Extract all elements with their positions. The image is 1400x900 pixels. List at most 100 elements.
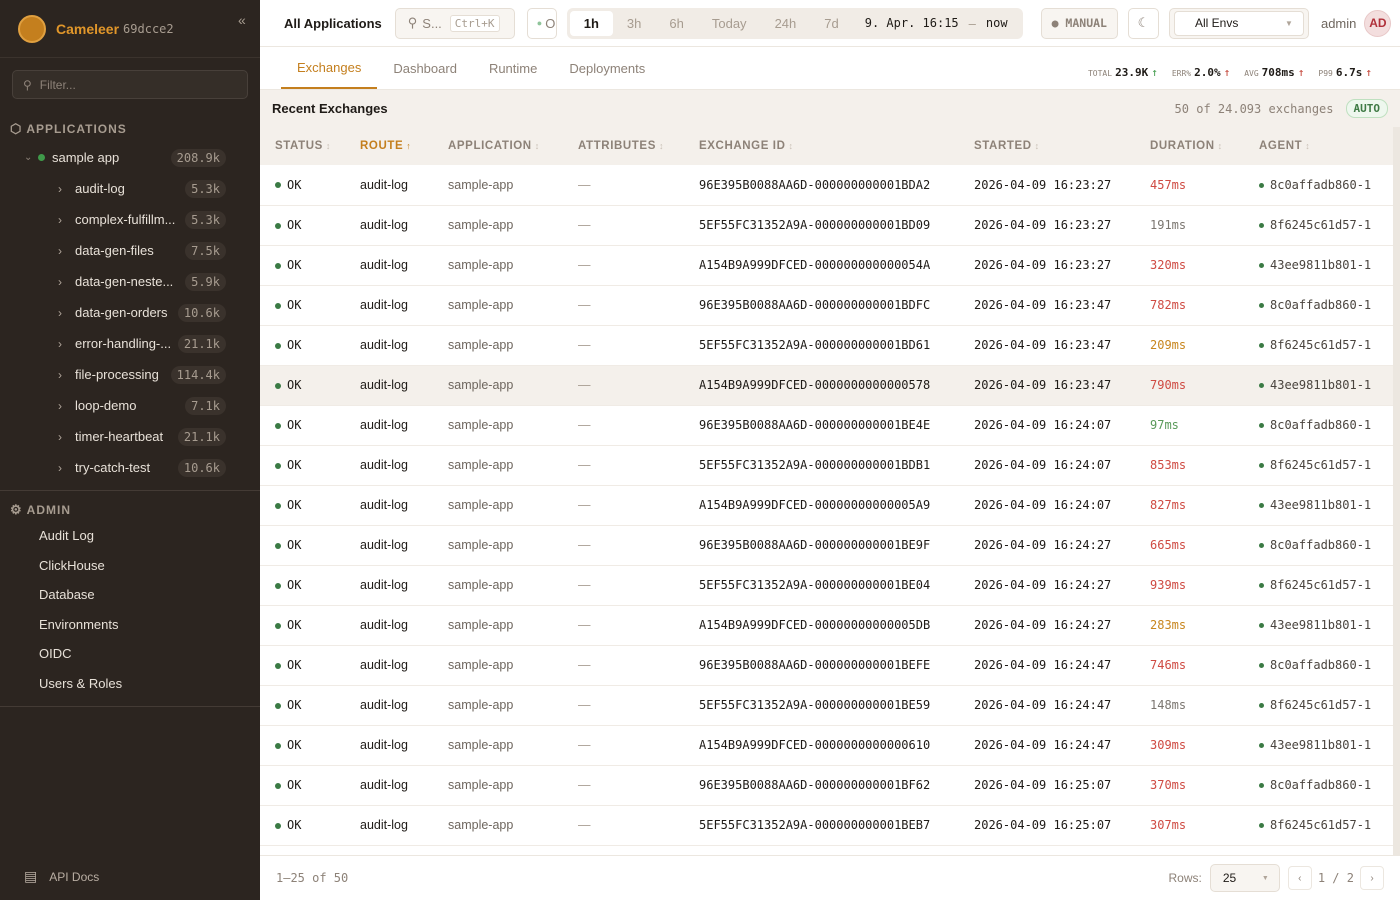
chevron-right-icon[interactable]: › bbox=[58, 398, 62, 413]
table-row[interactable]: OK audit-log sample-app —5EF55FC31352A9A-00… bbox=[260, 325, 1393, 366]
chevron-down-icon[interactable]: ⌄ bbox=[24, 152, 33, 163]
route-cell[interactable]: audit-log bbox=[345, 485, 433, 526]
column-header-duration[interactable]: DURATION ↕ bbox=[1135, 127, 1244, 165]
sidebar-route-item[interactable]: › error-handling-... 21.1k bbox=[0, 328, 260, 359]
exchange-id-cell[interactable]: 96E395B0088AA6D-000000000001BE4E bbox=[684, 405, 959, 446]
agent-cell[interactable]: 8f6245c61d57-1 bbox=[1244, 805, 1393, 846]
column-header-agent[interactable]: AGENT ↕ bbox=[1244, 127, 1393, 165]
search-input[interactable]: ⚲ S... Ctrl+K bbox=[394, 7, 515, 39]
sidebar-admin-item[interactable]: Environments bbox=[39, 616, 119, 632]
agent-cell[interactable]: 8c0affadb860-1 bbox=[1244, 525, 1393, 566]
tab-exchanges[interactable]: Exchanges bbox=[281, 47, 378, 89]
sidebar-route-item[interactable]: › timer-heartbeat 21.1k bbox=[0, 421, 260, 452]
table-row[interactable]: OK audit-log sample-app — A154B9A999DFCED-00… bbox=[260, 605, 1393, 646]
column-header-started[interactable]: STARTED ↕ bbox=[959, 127, 1135, 165]
column-header-attributes[interactable]: ATTRIBUTES ↕ bbox=[563, 127, 684, 165]
table-row[interactable]: OK audit-log sample-app —96E395B0088AA6D-00… bbox=[260, 765, 1393, 806]
agent-cell[interactable]: 8c0affadb860-1 bbox=[1244, 405, 1393, 446]
tab-runtime[interactable]: Runtime bbox=[488, 60, 538, 76]
sidebar-admin-item[interactable]: Database bbox=[39, 587, 95, 603]
exchange-id-cell[interactable]: 5EF55FC31352A9A-000000000001BEB7 bbox=[684, 805, 959, 846]
chevron-right-icon[interactable]: › bbox=[58, 429, 62, 444]
exchange-id-cell[interactable]: A154B9A999DFCED-0000000000000610 bbox=[684, 725, 959, 766]
chevron-right-icon[interactable]: › bbox=[58, 274, 62, 289]
prev-page-button[interactable]: ‹ bbox=[1287, 866, 1312, 890]
exchange-id-cell[interactable]: 5EF55FC31352A9A-000000000001BDB1 bbox=[684, 445, 959, 486]
route-cell[interactable]: audit-log bbox=[345, 565, 433, 606]
sidebar-route-item[interactable]: › loop-demo 7.1k bbox=[0, 390, 260, 421]
column-header-application[interactable]: APPLICATION ↕ bbox=[433, 127, 563, 165]
chevron-right-icon[interactable]: › bbox=[58, 212, 62, 227]
route-cell[interactable]: audit-log bbox=[345, 405, 433, 446]
agent-cell[interactable]: 8c0affadb860-1 bbox=[1244, 165, 1393, 206]
route-cell[interactable]: audit-log bbox=[345, 605, 433, 646]
applications-section-header[interactable]: ⬡ APPLICATIONS bbox=[0, 118, 260, 140]
exchange-id-cell[interactable]: 96E395B0088AA6D-000000000001BDA2 bbox=[684, 165, 959, 206]
route-cell[interactable]: audit-log bbox=[345, 245, 433, 286]
table-row[interactable]: OK audit-log sample-app — A154B9A999DFCED-00… bbox=[260, 725, 1393, 766]
route-cell[interactable]: audit-log bbox=[345, 165, 433, 206]
agent-cell[interactable]: 43ee9811b801-1 bbox=[1244, 365, 1393, 406]
column-header-status[interactable]: STATUS ↕ bbox=[260, 127, 345, 165]
admin-section-header[interactable]: ⚙ ADMIN bbox=[0, 499, 260, 521]
time-range-24h[interactable]: 24h bbox=[774, 15, 797, 31]
exchange-id-cell[interactable]: A154B9A999DFCED-00000000000005A9 bbox=[684, 485, 959, 526]
table-row[interactable]: OK audit-log sample-app —5EF55FC31352A9A-00… bbox=[260, 805, 1393, 846]
sidebar-route-item[interactable]: › audit-log 5.3k bbox=[0, 173, 260, 204]
sidebar-route-item[interactable]: › complex-fulfillm... 5.3k bbox=[0, 204, 260, 235]
table-scrollbar[interactable] bbox=[1393, 127, 1400, 855]
chevron-right-icon[interactable]: › bbox=[58, 336, 62, 351]
environment-select[interactable]: All Envs ▼ bbox=[1168, 7, 1309, 39]
sidebar-route-item[interactable]: › try-catch-test 10.6k bbox=[0, 452, 260, 483]
table-row[interactable]: OK audit-log sample-app —96E395B0088AA6D-00… bbox=[260, 645, 1393, 686]
agent-cell[interactable]: 43ee9811b801-1 bbox=[1244, 485, 1393, 526]
sidebar-admin-item[interactable]: OIDC bbox=[39, 646, 72, 662]
sidebar-route-item[interactable]: › data-gen-orders 10.6k bbox=[0, 297, 260, 328]
exchange-id-cell[interactable]: A154B9A999DFCED-0000000000000578 bbox=[684, 365, 959, 406]
table-row[interactable]: OK audit-log sample-app —5EF55FC31352A9A-00… bbox=[260, 685, 1393, 726]
rows-per-page-select[interactable]: 25 ▼ bbox=[1209, 864, 1280, 892]
route-cell[interactable]: audit-log bbox=[345, 325, 433, 366]
route-cell[interactable]: audit-log bbox=[345, 365, 433, 406]
collapse-sidebar-icon[interactable]: « bbox=[238, 12, 246, 28]
table-row[interactable]: OK audit-log sample-app — A154B9A999DFCED-00… bbox=[260, 485, 1393, 526]
exchange-id-cell[interactable]: A154B9A999DFCED-00000000000005DB bbox=[684, 605, 959, 646]
exchange-id-cell[interactable]: A154B9A999DFCED-000000000000054A bbox=[684, 245, 959, 286]
chevron-right-icon[interactable]: › bbox=[58, 367, 62, 382]
sidebar-route-item[interactable]: › data-gen-neste... 5.9k bbox=[0, 266, 260, 297]
chevron-right-icon[interactable]: › bbox=[58, 243, 62, 258]
table-row[interactable]: OK audit-log sample-app — A154B9A999DFCED-00… bbox=[260, 245, 1393, 286]
exchange-id-cell[interactable]: 5EF55FC31352A9A-000000000001BD09 bbox=[684, 205, 959, 246]
time-range-1h[interactable]: 1h bbox=[569, 10, 613, 36]
table-row[interactable]: OK audit-log sample-app —96E395B0088AA6D-00… bbox=[260, 525, 1393, 566]
agent-cell[interactable]: 8f6245c61d57-1 bbox=[1244, 325, 1393, 366]
agent-cell[interactable]: 8c0affadb860-1 bbox=[1244, 765, 1393, 806]
time-range-today[interactable]: Today bbox=[711, 15, 747, 31]
sidebar-admin-item[interactable]: ClickHouse bbox=[39, 557, 105, 573]
tab-dashboard[interactable]: Dashboard bbox=[393, 60, 457, 76]
table-row[interactable]: OK audit-log sample-app —96E395B0088AA6D-00… bbox=[260, 285, 1393, 326]
sidebar-route-item[interactable]: › data-gen-files 7.5k bbox=[0, 235, 260, 266]
status-filter[interactable]: ● O bbox=[526, 7, 557, 39]
table-row[interactable]: OK audit-log sample-app —5EF55FC31352A9A-00… bbox=[260, 205, 1393, 246]
exchange-id-cell[interactable]: 96E395B0088AA6D-000000000001BE9F bbox=[684, 525, 959, 566]
route-cell[interactable]: audit-log bbox=[345, 285, 433, 326]
range-from[interactable]: 9. Apr. 16:15 bbox=[864, 16, 959, 30]
next-page-button[interactable]: › bbox=[1360, 866, 1384, 890]
exchange-id-cell[interactable]: 96E395B0088AA6D-000000000001BEFE bbox=[684, 645, 959, 686]
route-cell[interactable]: audit-log bbox=[345, 765, 433, 806]
route-cell[interactable]: audit-log bbox=[345, 725, 433, 766]
username[interactable]: admin bbox=[1320, 15, 1357, 31]
theme-toggle-button[interactable]: ☾ bbox=[1127, 7, 1159, 39]
range-to[interactable]: now bbox=[985, 16, 1008, 30]
agent-cell[interactable]: 8f6245c61d57-1 bbox=[1244, 205, 1393, 246]
exchange-id-cell[interactable]: 96E395B0088AA6D-000000000001BDFC bbox=[684, 285, 959, 326]
route-cell[interactable]: audit-log bbox=[345, 685, 433, 726]
column-header-route[interactable]: ROUTE ↑ bbox=[345, 127, 433, 165]
exchange-id-cell[interactable]: 5EF55FC31352A9A-000000000001BE59 bbox=[684, 685, 959, 726]
table-row[interactable]: OK audit-log sample-app —5EF55FC31352A9A-00… bbox=[260, 565, 1393, 606]
agent-cell[interactable]: 8c0affadb860-1 bbox=[1244, 285, 1393, 326]
exchange-id-cell[interactable]: 5EF55FC31352A9A-000000000001BE04 bbox=[684, 565, 959, 606]
route-cell[interactable]: audit-log bbox=[345, 525, 433, 566]
agent-cell[interactable]: 8f6245c61d57-1 bbox=[1244, 445, 1393, 486]
